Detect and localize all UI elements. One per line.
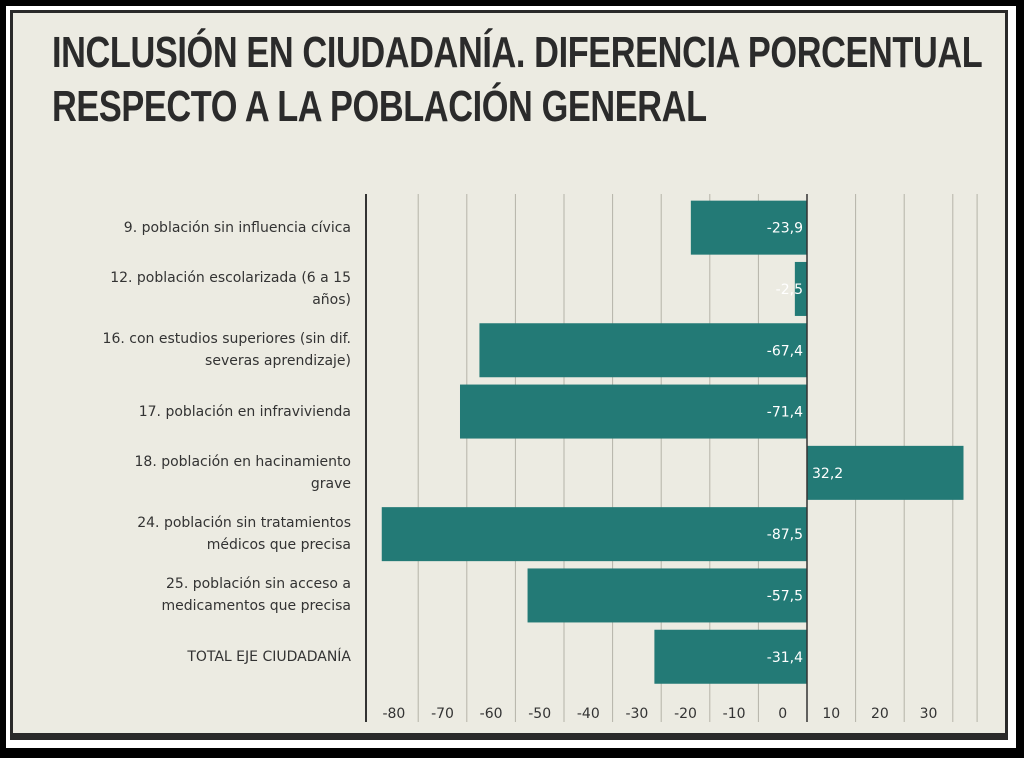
category-label: 24. población sin tratamientos médicos q… (137, 515, 351, 554)
bar (807, 445, 964, 500)
category-label: 9. población sin influencia cívica (123, 219, 351, 236)
data-label: 32,2 (812, 466, 843, 482)
bar (794, 261, 807, 316)
x-tick-label: -80 (382, 706, 405, 722)
x-tick-label: 30 (920, 706, 938, 722)
bar (459, 384, 807, 439)
x-tick-label: -30 (625, 706, 648, 722)
data-label: -23,9 (767, 221, 803, 237)
category-label: TOTAL EJE CIUDADANÍA (187, 648, 351, 665)
category-label: 16. con estudios superiores (sin dif. se… (102, 331, 351, 370)
category-label: 18. población en hacinamiento grave (134, 453, 352, 492)
bar (654, 629, 807, 684)
x-tick-label: -40 (577, 706, 600, 722)
x-tick-label: 20 (871, 706, 889, 722)
data-label: -57,5 (767, 588, 803, 604)
bar (479, 323, 807, 378)
x-tick-label: 10 (822, 706, 840, 722)
x-tick-label: 0 (778, 706, 787, 722)
x-tick-label: -10 (723, 706, 746, 722)
data-label: -71,4 (767, 405, 803, 421)
category-label: 17. población en infravivienda (138, 403, 351, 420)
category-label: 25. población sin acceso a medicamentos … (161, 576, 351, 615)
bar (690, 200, 807, 255)
data-label: -31,4 (767, 650, 803, 666)
x-tick-label: -50 (528, 706, 551, 722)
data-label: -67,4 (767, 343, 803, 359)
x-tick-label: -20 (674, 706, 697, 722)
data-label: -87,5 (767, 527, 803, 543)
bar (527, 568, 807, 623)
chart-title-line-2: RESPECTO A LA POBLACIÓN GENERAL (52, 82, 707, 131)
category-label: 12. población escolarizada (6 a 15 años) (110, 269, 351, 308)
x-tick-label: -70 (431, 706, 454, 722)
data-label: -2,5 (776, 282, 803, 298)
category-labels: 9. población sin influencia cívica 12. po… (0, 0, 351, 758)
bar (381, 507, 807, 562)
x-tick-label: -60 (480, 706, 503, 722)
